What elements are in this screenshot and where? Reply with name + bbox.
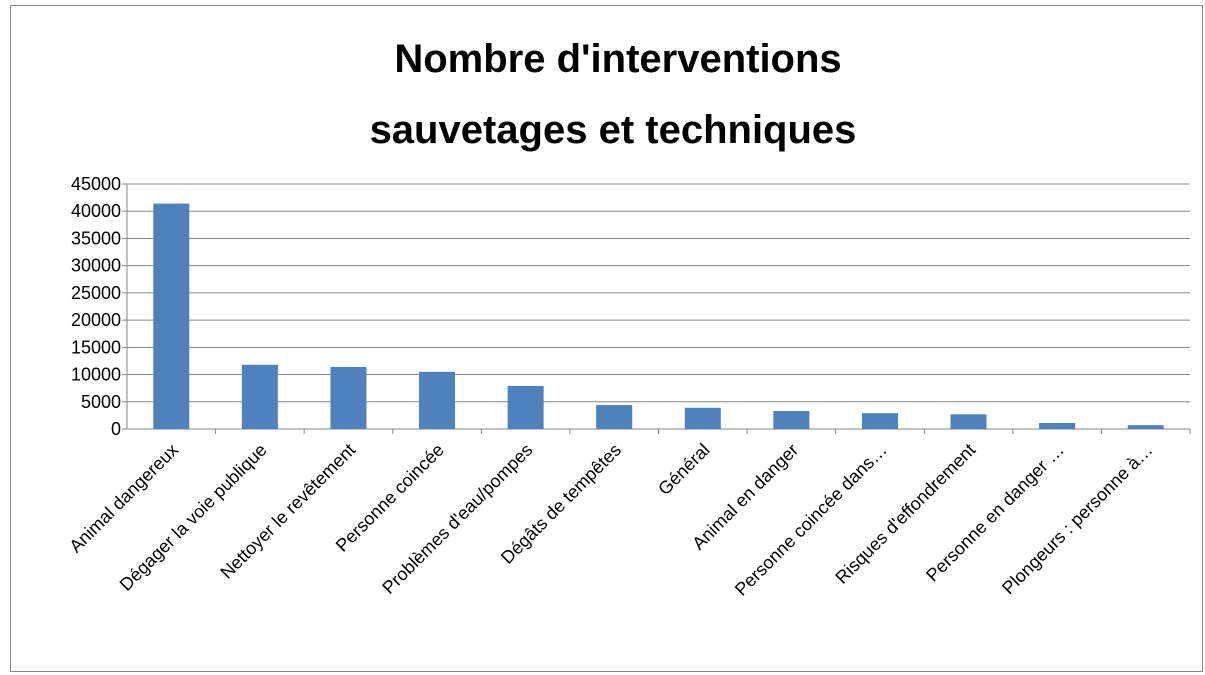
bar bbox=[684, 407, 721, 429]
bar bbox=[330, 366, 367, 429]
y-tick-label: 25000 bbox=[71, 283, 121, 303]
bar bbox=[507, 385, 544, 429]
bar bbox=[241, 364, 278, 429]
bar bbox=[596, 405, 633, 429]
y-tick-label: 10000 bbox=[71, 365, 121, 385]
bar bbox=[861, 413, 898, 429]
chart-border bbox=[10, 5, 1203, 672]
bar bbox=[1127, 425, 1164, 429]
bar bbox=[1039, 423, 1076, 429]
bar bbox=[950, 414, 987, 429]
y-tick-label: 35000 bbox=[71, 228, 121, 248]
bar bbox=[773, 411, 810, 429]
bar bbox=[419, 371, 456, 429]
y-tick-label: 5000 bbox=[81, 392, 121, 412]
chart-title: sauvetages et techniques bbox=[370, 108, 857, 152]
y-tick-label: 40000 bbox=[71, 201, 121, 221]
y-tick-label: 0 bbox=[111, 419, 121, 439]
y-tick-label: 20000 bbox=[71, 310, 121, 330]
chart-title: Nombre d'interventions bbox=[394, 37, 841, 81]
y-tick-label: 45000 bbox=[71, 174, 121, 194]
y-tick-label: 30000 bbox=[71, 256, 121, 276]
bar bbox=[153, 203, 190, 429]
y-tick-label: 15000 bbox=[71, 337, 121, 357]
